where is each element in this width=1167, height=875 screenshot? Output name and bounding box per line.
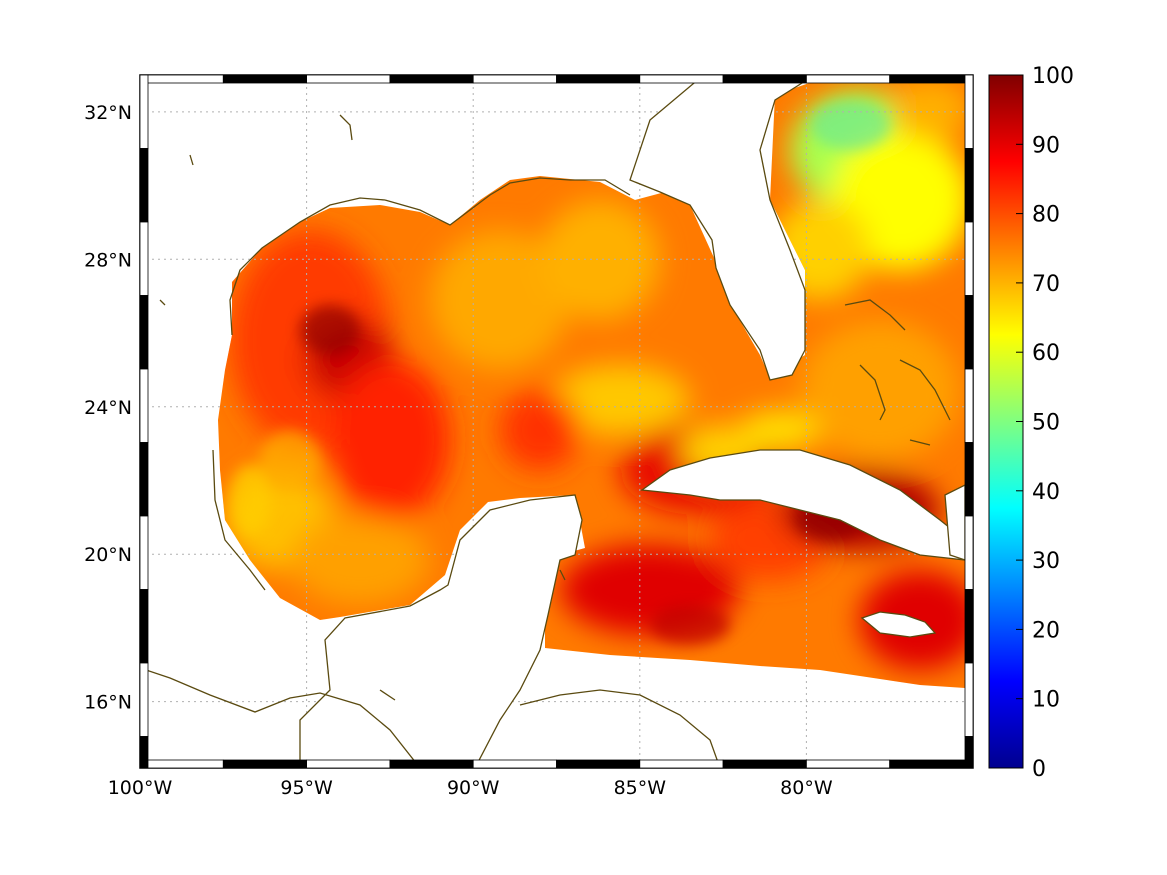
frame-segment-left [139, 662, 149, 737]
louisiana-coast [384, 177, 631, 226]
colorbar: 0 10 20 30 40 50 60 70 80 90 100 [988, 64, 1074, 782]
colorbar-tick-label: 70 [1032, 272, 1060, 297]
colorbar-tick-label: 90 [1032, 133, 1060, 158]
colorbar-ticks: 0 10 20 30 40 50 60 70 80 90 100 [1016, 64, 1074, 782]
bahamas-islands [844, 299, 951, 446]
frame-segment-bottom [722, 759, 807, 769]
colorbar-tick-label: 30 [1032, 549, 1060, 574]
colorbar-tick-label: 100 [1032, 64, 1074, 89]
frame-segment-left [139, 295, 149, 370]
x-tick-labels: 100°W 95°W 90°W 85°W 80°W [108, 777, 833, 799]
yucatan-peninsula [299, 494, 583, 768]
colorbar-tick-label: 10 [1032, 688, 1060, 713]
frame-segment-top [139, 74, 224, 84]
frame-segment-left [139, 148, 149, 223]
frame-segment-bottom [472, 759, 557, 769]
central-america-coast [140, 667, 421, 768]
y-tick-label: 24°N [84, 397, 132, 419]
frame-segment-top [306, 74, 391, 84]
frame-segment-right [964, 148, 974, 223]
colorbar-tick-label: 50 [1032, 411, 1060, 436]
frame-segment-right [964, 368, 974, 443]
coastlines [140, 77, 966, 768]
x-tick-label: 90°W [447, 777, 500, 799]
jamaica-island [860, 611, 937, 638]
colorbar-tick-label: 80 [1032, 203, 1060, 228]
frame-segment-right [964, 221, 974, 296]
y-tick-label: 28°N [84, 249, 132, 271]
frame-segment-top [556, 74, 641, 84]
honduras-coast [519, 689, 721, 768]
frame-segment-left [139, 74, 149, 149]
frame-segment-bottom [556, 759, 641, 769]
frame-segment-left [139, 736, 149, 769]
y-tick-label: 32°N [84, 102, 132, 124]
x-tick-label: 85°W [614, 777, 667, 799]
y-tick-label: 20°N [84, 544, 132, 566]
x-tick-label: 100°W [108, 777, 173, 799]
sea-surface-field [218, 82, 965, 688]
y-tick-labels: 16°N 20°N 24°N 28°N 32°N [84, 102, 132, 714]
frame-segment-bottom [222, 759, 308, 769]
frame-segment-top [222, 74, 308, 84]
frame-segment-right [964, 442, 974, 517]
frame-segment-bottom [139, 759, 224, 769]
frame-segment-left [139, 368, 149, 443]
frame-segment-left [139, 589, 149, 664]
frame-segment-bottom [806, 759, 891, 769]
x-tick-label: 95°W [280, 777, 333, 799]
frame-segment-top [389, 74, 474, 84]
colorbar-tick-label: 60 [1032, 341, 1060, 366]
frame-segment-left [139, 515, 149, 590]
frame-segment-right [964, 74, 974, 149]
frame-segment-right [964, 515, 974, 590]
x-tick-label: 80°W [780, 777, 833, 799]
frame-segment-top [806, 74, 891, 84]
frame-segment-bottom [306, 759, 391, 769]
frame-segment-right [964, 736, 974, 769]
frame-segment-bottom [889, 759, 974, 769]
frame-segment-top [639, 74, 724, 84]
frame-segment-top [472, 74, 557, 84]
frame-segment-bottom [639, 759, 724, 769]
frame-segment-left [139, 221, 149, 296]
frame-segment-right [964, 589, 974, 664]
frame-segment-right [964, 295, 974, 370]
frame-segment-top [722, 74, 807, 84]
colorbar-tick-label: 0 [1032, 757, 1046, 782]
frame-segment-top [889, 74, 974, 84]
map-frame [139, 74, 974, 769]
frame-segment-right [964, 662, 974, 737]
frame-segment-bottom [389, 759, 474, 769]
colorbar-tick-label: 20 [1032, 618, 1060, 643]
frame-segment-left [139, 442, 149, 517]
small-islands [159, 114, 566, 701]
colorbar-tick-label: 40 [1032, 480, 1060, 505]
texas-coast [212, 197, 386, 591]
y-tick-label: 16°N [84, 692, 132, 714]
